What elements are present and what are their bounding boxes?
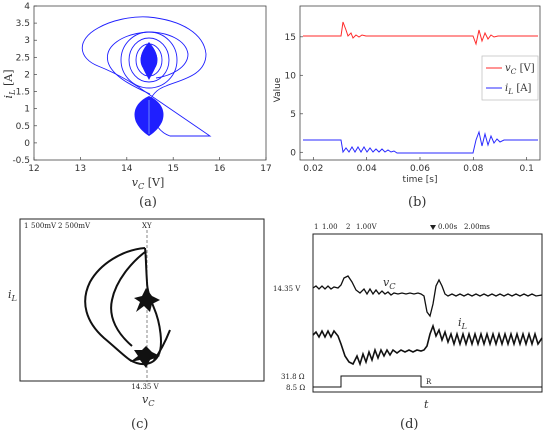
panel-c-xlabel: vC: [142, 393, 155, 408]
panel-a-ytick-label: 0.5: [16, 122, 30, 132]
panel-d: 1 1.00 2 1.00V 0.00s 2.00ms 14.35 V 31.8…: [273, 223, 543, 411]
panel-a-ytick-label: 2.5: [16, 53, 30, 63]
panel-a-xlabel: vC [V]: [132, 176, 165, 191]
panel-c-ch2: 2: [58, 222, 62, 230]
caption-c: (c): [131, 417, 148, 432]
panel-b-y-ticks: 0 5 10 15: [285, 33, 303, 158]
panel-d-label-r-low: 8.5 Ω: [286, 384, 305, 392]
panel-c: 1 500mV 2 500mV XY 14.35 V iL vC: [8, 218, 265, 408]
panel-a-ytick-label: 1: [24, 105, 30, 115]
panel-d-time-offset: 0.00s: [438, 223, 458, 231]
panel-a: -0.5 0 0.5 1 1.5 2 2.5 3 3.5 4 12 13 14 15 16 17 vC [V…: [2, 2, 272, 191]
panel-d-il-trace: [312, 323, 543, 367]
panel-a-outer-loop: [81, 16, 212, 137]
panel-b-vc-line: [303, 21, 538, 46]
panel-d-trigger-icon: [430, 225, 436, 230]
panel-d-r-trace: [313, 375, 542, 388]
panel-d-ch1-scale: 1.00: [322, 223, 338, 231]
panel-a-ytick-label: 0: [24, 139, 30, 149]
panel-b-ytick-label: 15: [285, 33, 296, 43]
panel-b-il-line: [303, 130, 538, 154]
panel-a-frame: [33, 5, 267, 161]
panel-b-xtick-label: 0.04: [357, 164, 377, 174]
panel-a-ytick-label: 1.5: [16, 88, 30, 98]
caption-a: (a): [139, 195, 157, 210]
panel-d-label-vc-level: 14.35 V: [273, 285, 301, 293]
panel-b-ytick-label: 5: [290, 110, 296, 120]
panel-a-ytick-label: -0.5: [12, 156, 30, 166]
panel-b-xtick-label: 0.08: [463, 164, 483, 174]
panel-a-ytick-label: 4: [24, 2, 30, 12]
panel-c-ch2-scale: 500mV: [65, 222, 91, 230]
panel-c-marker-label: 14.35 V: [131, 383, 159, 391]
panel-a-xtick-label: 13: [75, 164, 86, 174]
panel-d-time-scale: 2.00ms: [464, 223, 490, 231]
panel-d-vc-trace: [312, 275, 543, 318]
panel-d-xlabel: t: [424, 398, 429, 411]
panel-d-ch2: 2: [346, 223, 350, 231]
panel-d-vc-label: vC: [383, 276, 396, 291]
panel-b-ytick-label: 0: [290, 148, 296, 158]
panel-b-ylabel: Value: [273, 77, 283, 102]
panel-a-xtick-label: 16: [214, 164, 226, 174]
panel-a-y-ticks: -0.5 0 0.5 1 1.5 2 2.5 3 3.5 4: [12, 2, 37, 166]
panel-d-label-r-high: 31.8 Ω: [281, 373, 305, 381]
panel-c-ylabel: iL: [8, 288, 17, 303]
panel-c-upper-cluster: [134, 288, 160, 312]
panel-a-xtick-label: 14: [121, 164, 133, 174]
caption-b: (b): [408, 195, 426, 210]
panel-c-frame: [19, 218, 265, 382]
panel-a-xtick-label: 17: [260, 164, 271, 174]
panel-a-upper-cluster: [140, 42, 158, 80]
panel-a-xtick-label: 15: [167, 164, 178, 174]
panel-b-xlabel: time [s]: [403, 175, 438, 185]
panel-d-ch1: 1: [314, 223, 318, 231]
panel-c-mode: XY: [142, 222, 152, 230]
panel-b-legend: vC [V] iL [A]: [481, 55, 539, 101]
panel-a-ylabel: iL [A]: [2, 69, 17, 98]
panel-d-frame: [312, 233, 543, 393]
panel-b: 0 5 10 15 0.02 0.04 0.06 0.08 0.1 Value time [s…: [273, 5, 541, 185]
panel-c-ch1: 1: [24, 222, 28, 230]
panel-b-x-ticks: 0.02 0.04 0.06 0.08 0.1: [303, 157, 534, 174]
panel-b-ytick-label: 10: [285, 71, 297, 81]
panel-b-xtick-label: 0.1: [520, 164, 534, 174]
panel-d-ch2-scale: 1.00V: [356, 223, 378, 231]
legend-il: iL [A]: [505, 83, 531, 96]
panel-d-il-label: iL: [458, 316, 467, 331]
panel-a-ytick-label: 3.5: [16, 19, 30, 29]
panel-a-ytick-label: 3: [24, 36, 30, 46]
legend-vc: vC [V]: [505, 63, 535, 76]
panel-c-trajectory: [84, 247, 171, 366]
panel-c-ch1-scale: 500mV: [31, 222, 57, 230]
panel-b-xtick-label: 0.06: [410, 164, 430, 174]
panel-c-lower-cluster: [130, 346, 160, 368]
panel-d-r-label: R: [426, 378, 432, 386]
panel-b-xtick-label: 0.02: [303, 164, 323, 174]
panel-a-xtick-label: 12: [28, 164, 39, 174]
caption-d: (d): [400, 417, 418, 432]
panel-a-x-ticks: 12 13 14 15 16 17: [28, 157, 272, 174]
panel-a-ytick-label: 2: [24, 70, 30, 80]
